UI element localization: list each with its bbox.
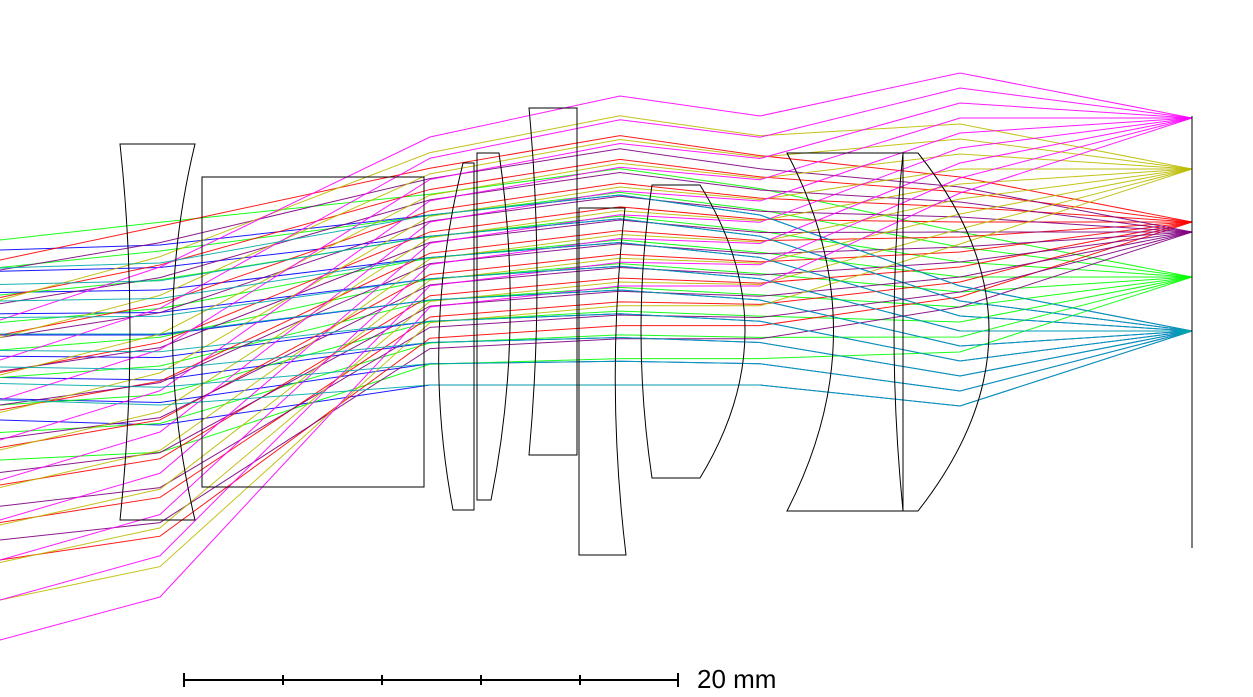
ray-path bbox=[0, 241, 1193, 332]
ray-path bbox=[0, 102, 1193, 401]
ray-path bbox=[0, 115, 1193, 301]
lens-element-4 bbox=[476, 152, 511, 501]
ray-path bbox=[0, 168, 1192, 413]
ray-path bbox=[0, 221, 1193, 411]
ray-path bbox=[0, 117, 1193, 481]
ray-path bbox=[0, 221, 1193, 486]
ray-path bbox=[0, 265, 1192, 332]
ray-path bbox=[0, 172, 1193, 305]
ray-path bbox=[0, 265, 1192, 332]
ray-path bbox=[0, 330, 1193, 404]
ray-path bbox=[0, 231, 1193, 440]
lens-element-5 bbox=[528, 107, 578, 456]
lens-element-9 bbox=[893, 152, 990, 512]
ray-path bbox=[0, 313, 1193, 362]
ray-path bbox=[0, 194, 1193, 332]
ray-path bbox=[0, 117, 1193, 521]
scale-bar bbox=[183, 673, 679, 687]
ray-path bbox=[0, 219, 1192, 372]
ray-path bbox=[0, 168, 1193, 601]
lens-element-8 bbox=[786, 152, 904, 512]
ray-path bbox=[0, 330, 1193, 392]
ray-path bbox=[0, 221, 1193, 561]
lens-element-7 bbox=[640, 184, 746, 479]
ray-path bbox=[0, 138, 1193, 338]
ray-path bbox=[0, 221, 1193, 523]
ray-path bbox=[0, 148, 1193, 271]
ray-path bbox=[0, 330, 1193, 407]
ray-path bbox=[0, 231, 1193, 473]
lens-element-1 bbox=[119, 143, 196, 521]
ray-path bbox=[0, 330, 1193, 377]
ray-path bbox=[0, 168, 1193, 451]
lens-element-3 bbox=[438, 162, 475, 511]
ray-path bbox=[0, 231, 1193, 406]
ray-path bbox=[0, 158, 1193, 298]
ray-bundles bbox=[0, 72, 1193, 641]
scale-bar-label: 20 mm bbox=[697, 664, 777, 694]
ray-path bbox=[0, 231, 1193, 507]
lens-element-6 bbox=[578, 207, 627, 556]
ray-path bbox=[0, 168, 1193, 563]
lens-elements bbox=[119, 107, 1193, 556]
ray-path bbox=[0, 72, 1193, 321]
lens-element-2 bbox=[201, 176, 425, 488]
ray-path bbox=[0, 87, 1193, 361]
ray-path bbox=[0, 231, 1193, 541]
ray-path bbox=[0, 276, 1193, 433]
ray-path bbox=[0, 289, 1193, 347]
ray-path bbox=[0, 117, 1193, 561]
ray-path bbox=[0, 206, 1192, 373]
ray-path bbox=[0, 117, 1192, 441]
ray-path bbox=[0, 117, 1193, 641]
ray-path bbox=[0, 168, 1193, 488]
ray-path bbox=[0, 218, 1193, 332]
ray-path bbox=[0, 276, 1193, 406]
ray-path bbox=[0, 135, 1193, 261]
ray-path bbox=[0, 182, 1193, 336]
